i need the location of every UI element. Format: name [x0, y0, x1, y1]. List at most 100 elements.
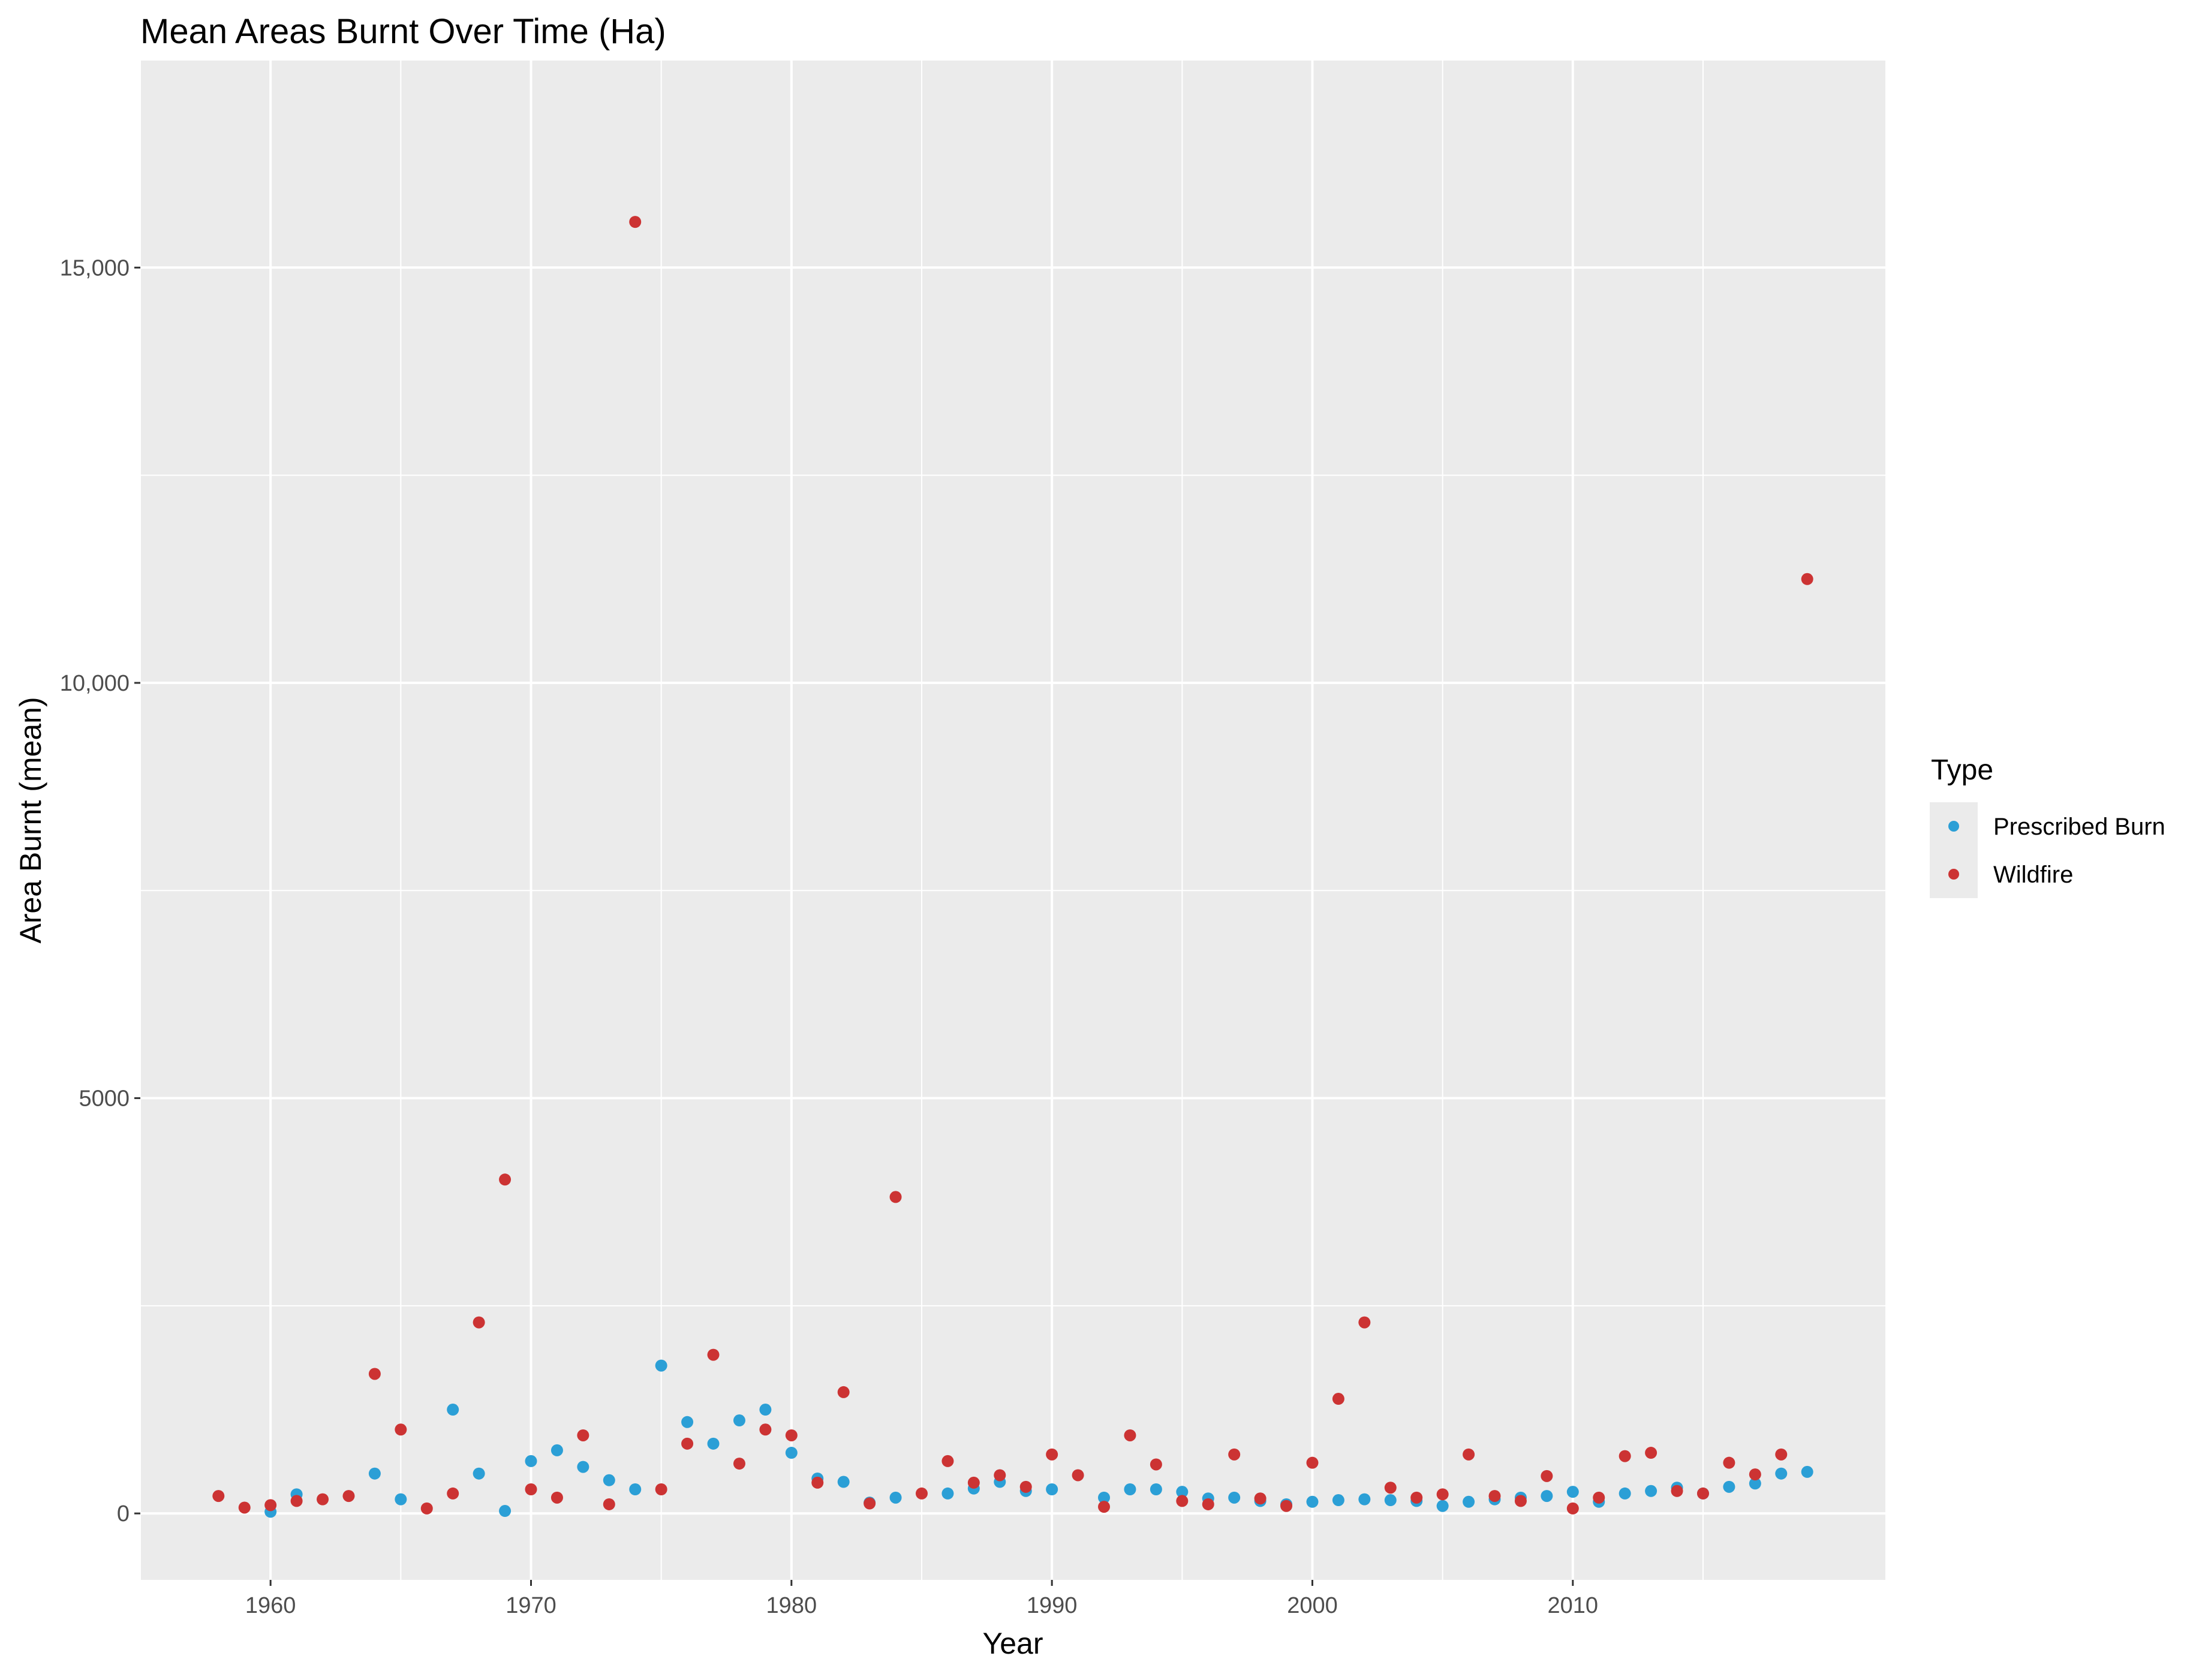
point-prescribed-burn [733, 1414, 745, 1427]
point-prescribed-burn [447, 1404, 459, 1416]
point-wildfire [1358, 1316, 1371, 1329]
point-wildfire [1775, 1448, 1788, 1461]
point-wildfire [420, 1502, 433, 1515]
point-prescribed-burn [1566, 1486, 1579, 1498]
point-prescribed-burn [577, 1461, 589, 1473]
point-prescribed-burn [550, 1444, 563, 1456]
point-wildfire [342, 1490, 355, 1503]
chart-title: Mean Areas Burnt Over Time (Ha) [140, 12, 666, 51]
point-wildfire [1436, 1488, 1449, 1501]
point-prescribed-burn [1098, 1491, 1111, 1504]
point-wildfire [1280, 1500, 1293, 1512]
point-prescribed-burn [759, 1404, 772, 1416]
point-wildfire [603, 1498, 615, 1510]
point-wildfire [212, 1490, 225, 1503]
point-wildfire [1566, 1502, 1579, 1515]
point-prescribed-burn [785, 1447, 798, 1459]
point-wildfire [941, 1455, 954, 1467]
x-axis-ticks: 1960 1970 1980 1990 2000 2010 [245, 1580, 1598, 1618]
point-prescribed-burn [1775, 1467, 1788, 1480]
point-wildfire [577, 1429, 589, 1441]
x-tick-label: 2000 [1287, 1593, 1338, 1618]
legend-title: Type [1931, 754, 1993, 786]
point-wildfire [629, 216, 642, 228]
point-wildfire [1696, 1487, 1709, 1500]
point-wildfire [1124, 1429, 1136, 1441]
point-wildfire [1514, 1495, 1527, 1507]
point-prescribed-burn [681, 1416, 694, 1428]
x-tick-label: 2010 [1548, 1593, 1599, 1618]
point-wildfire [1619, 1450, 1631, 1462]
point-wildfire [1723, 1456, 1735, 1469]
point-wildfire [1671, 1485, 1683, 1497]
x-tick-label: 1980 [766, 1593, 817, 1618]
point-prescribed-burn [525, 1455, 537, 1467]
point-wildfire [499, 1173, 512, 1186]
point-wildfire [447, 1487, 459, 1500]
point-wildfire [317, 1493, 329, 1506]
x-axis-title: Year [982, 1627, 1043, 1660]
point-wildfire [290, 1495, 303, 1507]
point-prescribed-burn [1645, 1485, 1657, 1497]
point-wildfire [967, 1476, 980, 1489]
grid-minor [140, 59, 1885, 1580]
point-wildfire [1463, 1448, 1475, 1461]
point-prescribed-burn [1176, 1486, 1189, 1498]
point-prescribed-burn [1541, 1490, 1553, 1503]
point-prescribed-burn [1228, 1491, 1241, 1504]
point-prescribed-burn [499, 1505, 512, 1518]
point-prescribed-burn [1723, 1480, 1735, 1493]
point-wildfire [733, 1458, 745, 1470]
x-tick-label: 1970 [506, 1593, 556, 1618]
x-tick-label: 1990 [1027, 1593, 1078, 1618]
grid-major [140, 60, 1885, 1580]
point-prescribed-burn [1619, 1487, 1631, 1500]
data-points [212, 216, 1813, 1518]
point-wildfire [264, 1499, 277, 1512]
point-wildfire [1072, 1469, 1084, 1482]
point-wildfire [915, 1487, 928, 1500]
point-wildfire [1019, 1480, 1032, 1493]
point-wildfire [785, 1429, 798, 1441]
point-wildfire [473, 1316, 485, 1329]
point-prescribed-burn [707, 1437, 720, 1450]
point-wildfire [1384, 1482, 1397, 1494]
point-prescribed-burn [1124, 1483, 1136, 1496]
point-wildfire [837, 1386, 850, 1398]
point-prescribed-burn [1046, 1483, 1058, 1496]
point-wildfire [1488, 1490, 1501, 1503]
point-prescribed-burn [1436, 1500, 1449, 1512]
point-wildfire [1541, 1470, 1553, 1482]
y-axis-title: Area Burnt (mean) [14, 697, 47, 943]
point-prescribed-burn [603, 1474, 615, 1486]
point-prescribed-burn [1801, 1465, 1813, 1478]
point-wildfire [1176, 1495, 1189, 1507]
point-wildfire [759, 1423, 772, 1436]
point-prescribed-burn [889, 1491, 902, 1504]
point-wildfire [525, 1483, 537, 1496]
point-prescribed-burn [629, 1483, 642, 1496]
point-wildfire [1749, 1468, 1761, 1481]
legend-marker-wildfire [1948, 869, 1959, 880]
point-wildfire [707, 1348, 720, 1361]
point-prescribed-burn [1384, 1494, 1397, 1507]
point-prescribed-burn [473, 1467, 485, 1480]
point-wildfire [811, 1476, 824, 1489]
x-tick-label: 1960 [245, 1593, 296, 1618]
y-tick-label: 15,000 [60, 255, 130, 281]
point-wildfire [1593, 1491, 1605, 1504]
point-wildfire [395, 1423, 407, 1436]
point-prescribed-burn [1306, 1495, 1319, 1508]
point-prescribed-burn [1332, 1494, 1344, 1507]
point-wildfire [1410, 1491, 1423, 1504]
point-prescribed-burn [1358, 1493, 1371, 1506]
point-wildfire [655, 1483, 667, 1496]
point-wildfire [1150, 1458, 1162, 1471]
legend: Type Prescribed Burn Wildfire [1930, 754, 2165, 898]
point-wildfire [994, 1469, 1006, 1482]
point-wildfire [1332, 1393, 1344, 1405]
legend-label-wildfire: Wildfire [1993, 862, 2073, 888]
point-prescribed-burn [941, 1487, 954, 1500]
point-wildfire [1254, 1492, 1267, 1505]
point-prescribed-burn [368, 1467, 381, 1480]
